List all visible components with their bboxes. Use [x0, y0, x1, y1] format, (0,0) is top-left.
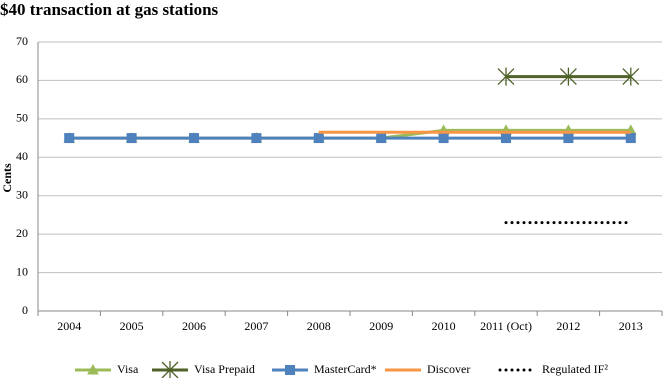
marker — [251, 133, 262, 144]
marker — [313, 133, 324, 144]
x-tick-label: 2004 — [57, 319, 81, 333]
x-tick-label: 2008 — [307, 319, 331, 333]
x-tick-label: 2005 — [120, 319, 144, 333]
marker — [126, 133, 137, 144]
x-tick-label: 2006 — [182, 319, 206, 333]
marker — [189, 133, 199, 144]
marker — [622, 67, 640, 86]
legend-label: MasterCard* — [314, 362, 377, 376]
marker — [559, 67, 577, 86]
x-tick-label: 2013 — [619, 319, 643, 333]
legend-label: Visa — [117, 362, 139, 376]
y-tick-label: 50 — [16, 111, 28, 125]
y-tick-label: 60 — [16, 72, 28, 86]
x-tick-label: 2007 — [244, 319, 268, 333]
y-tick-label: 40 — [16, 149, 28, 163]
x-tick-label: 2012 — [556, 319, 580, 333]
marker — [64, 133, 75, 144]
marker — [376, 133, 387, 144]
y-tick-label: 20 — [16, 226, 28, 240]
marker — [285, 365, 295, 375]
chart-title: $40 transaction at gas stations — [0, 0, 219, 19]
marker — [87, 363, 99, 375]
y-tick-label: 10 — [16, 264, 28, 278]
marker — [501, 133, 511, 144]
x-tick-label: 2009 — [369, 319, 393, 333]
legend-label: Discover — [427, 362, 470, 376]
y-axis-label: Cents — [0, 163, 14, 193]
x-tick-label: 2010 — [432, 319, 456, 333]
marker — [563, 133, 574, 144]
legend-label: Visa Prepaid — [194, 362, 255, 376]
y-tick-label: 70 — [16, 34, 28, 48]
legend-label: Regulated IF² — [542, 362, 608, 376]
marker — [438, 133, 449, 144]
marker — [497, 67, 515, 86]
marker — [625, 133, 636, 144]
x-tick-label: 2011 (Oct) — [480, 319, 532, 333]
y-tick-label: 0 — [22, 303, 28, 317]
y-tick-label: 30 — [16, 187, 28, 201]
marker — [161, 361, 179, 378]
